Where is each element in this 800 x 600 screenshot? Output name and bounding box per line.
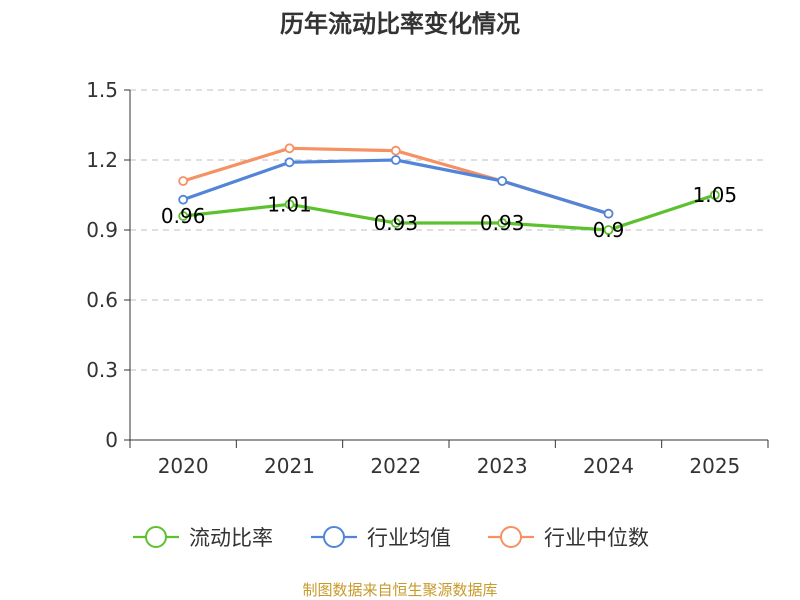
point-2-2025 (709, 190, 720, 200)
x-tick-label-2020: 2020 (158, 454, 209, 478)
data-label-2024: 0.9 (593, 218, 625, 242)
y-tick-label-0: 0 (105, 428, 118, 452)
point-0-2022 (390, 145, 401, 156)
y-tick-label-2: 0.6 (86, 288, 118, 312)
point-2-2023 (497, 218, 508, 228)
point-2-2024 (603, 225, 614, 235)
data-label-2020: 0.96 (161, 204, 206, 228)
legend-label-1: 行业均值 (367, 526, 451, 550)
x-tick-label-2021: 2021 (264, 454, 315, 478)
y-tick-label-5: 1.5 (86, 78, 118, 102)
grid-lines (130, 89, 768, 371)
point-2-2022 (390, 218, 401, 228)
y-tick-label-4: 1.2 (86, 148, 118, 172)
x-tick-label-2022: 2022 (370, 454, 421, 478)
series-line-1 (181, 158, 611, 216)
point-1-2023 (497, 176, 508, 186)
x-tick-label-2024: 2024 (583, 454, 634, 478)
source-note: 制图数据来自恒生聚源数据库 (302, 581, 497, 599)
data-label-2022: 0.93 (374, 211, 419, 235)
series-layer (178, 143, 720, 235)
legend-item-0: 流动比率 (133, 526, 273, 550)
point-0-2021 (284, 143, 295, 154)
x-tick-label-2023: 2023 (477, 454, 528, 478)
point-1-2022 (390, 155, 401, 165)
legend-marker-2 (500, 526, 522, 548)
series-2 (178, 190, 720, 235)
legend-label-2: 行业中位数 (544, 526, 649, 550)
point-1-2024 (603, 208, 614, 219)
point-1-2021 (284, 157, 295, 168)
point-2-2020 (178, 211, 189, 221)
data-labels: 0.96 1.01 0.93 0.93 0.9 1.05 (161, 183, 737, 242)
legend-item-1: 行业均值 (311, 526, 451, 550)
data-label-2023: 0.93 (480, 211, 525, 235)
chart-title: 历年流动比率变化情况 (280, 10, 520, 38)
data-label-2025: 1.05 (693, 183, 738, 207)
legend-marker-1 (323, 526, 345, 548)
series-line-2 (181, 193, 717, 232)
point-1-2020 (178, 194, 189, 205)
legend-marker-0 (145, 526, 167, 548)
x-tick-label-2025: 2025 (689, 454, 740, 478)
legend: 流动比率 行业均值 行业中位数 (133, 526, 649, 550)
y-tick-label-1: 0.3 (86, 358, 118, 382)
legend-label-0: 流动比率 (189, 526, 273, 550)
point-2-2021 (284, 199, 295, 210)
y-tick-label-3: 0.9 (86, 218, 118, 242)
data-label-2021: 1.01 (267, 192, 312, 216)
series-1 (178, 155, 614, 219)
axes: 0 0.3 0.6 0.9 1.2 1.5 2020 2021 2022 2023 2024 2025 (86, 78, 769, 478)
legend-item-2: 行业中位数 (488, 526, 649, 550)
point-0-2020 (178, 176, 189, 186)
